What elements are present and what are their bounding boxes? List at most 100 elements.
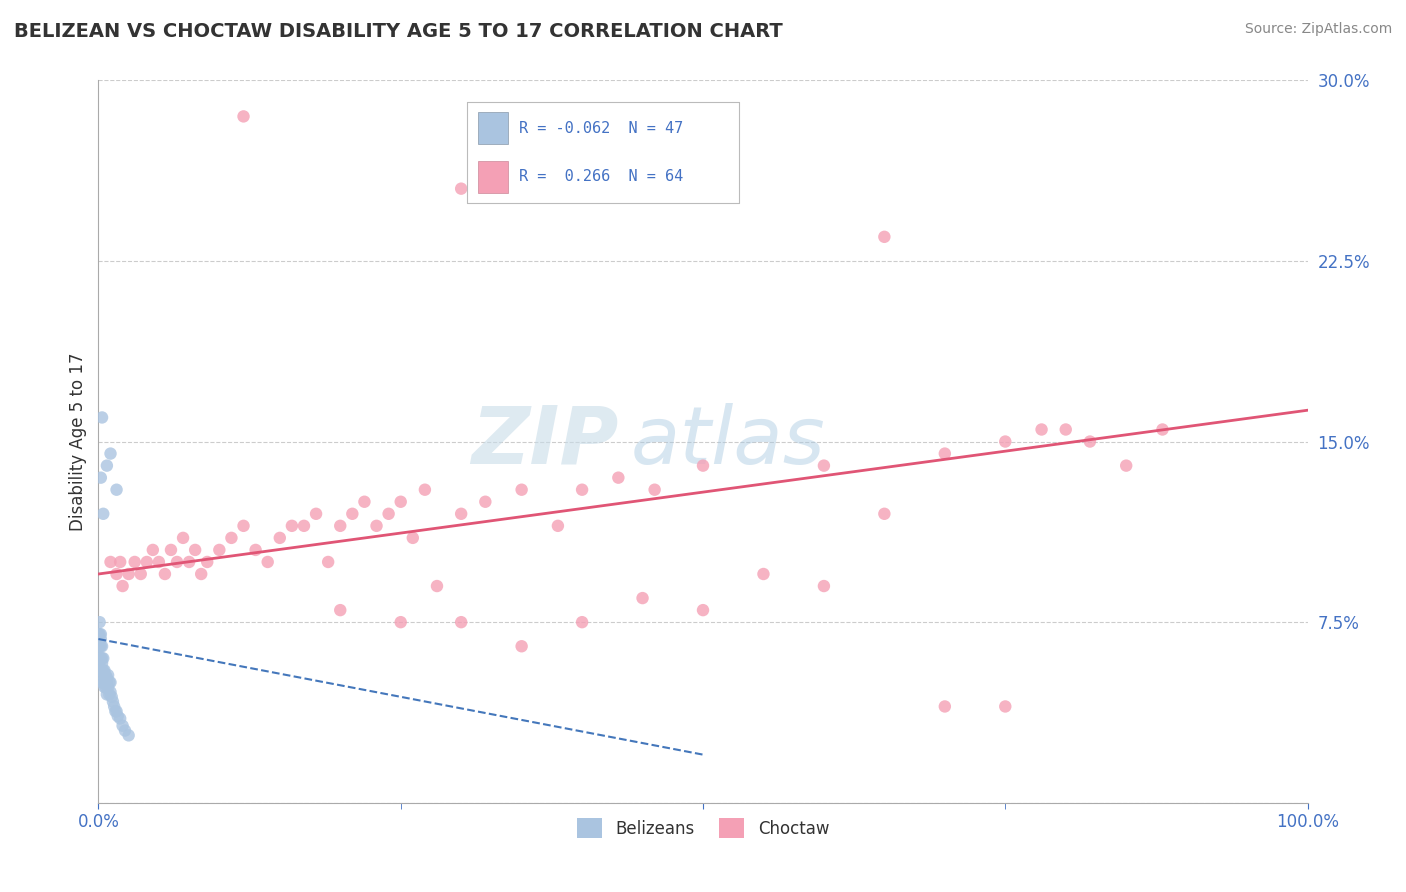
Point (221, 531, 243, 545)
Point (1054, 422, 1077, 436)
Point (91, 675, 114, 690)
Point (105, 483, 128, 497)
Point (108, 712, 131, 726)
Point (91, 651, 114, 665)
Point (607, 470, 630, 484)
Point (510, 639, 533, 653)
Point (91, 656, 114, 670)
Point (91, 651, 114, 665)
Point (547, 518, 569, 533)
Point (90, 651, 112, 665)
Point (91, 675, 114, 690)
Point (208, 542, 231, 557)
Point (91, 639, 114, 653)
Point (190, 567, 212, 582)
Point (366, 518, 388, 533)
Point (98, 687, 121, 701)
Point (232, 109, 254, 123)
Point (94, 680, 117, 694)
Point (87, 651, 110, 665)
Point (91, 664, 114, 678)
Point (1031, 422, 1053, 436)
Point (87, 639, 110, 653)
Point (90, 632, 112, 646)
Point (232, 518, 254, 533)
Point (108, 555, 131, 569)
Point (245, 542, 267, 557)
Point (100, 555, 122, 569)
Point (342, 507, 364, 521)
Point (402, 531, 425, 545)
Point (813, 579, 835, 593)
Point (90, 470, 112, 484)
Point (91, 410, 114, 425)
Point (96, 675, 118, 690)
Point (118, 728, 141, 742)
Point (305, 507, 328, 521)
Point (93, 664, 115, 678)
Point (692, 603, 714, 617)
Point (389, 494, 412, 508)
Point (97, 668, 120, 682)
Point (934, 699, 956, 714)
Point (413, 483, 436, 497)
Point (93, 680, 115, 694)
Point (281, 518, 304, 533)
Point (91, 668, 114, 682)
Point (752, 567, 775, 582)
Point (172, 531, 194, 545)
Point (94, 668, 117, 682)
Point (184, 542, 207, 557)
Point (873, 507, 896, 521)
Point (148, 555, 170, 569)
Point (104, 704, 127, 718)
Point (93, 671, 115, 685)
Point (98, 675, 121, 690)
Point (101, 695, 124, 709)
Point (142, 542, 165, 557)
Point (474, 494, 496, 508)
Point (426, 579, 449, 593)
Point (160, 542, 183, 557)
Point (1152, 422, 1174, 436)
Point (100, 446, 122, 460)
Point (450, 181, 472, 195)
Legend: Belizeans, Choctaw: Belizeans, Choctaw (569, 812, 837, 845)
Point (100, 685, 122, 699)
Point (96, 687, 118, 701)
Point (292, 518, 315, 533)
Point (96, 458, 118, 473)
Text: atlas: atlas (630, 402, 825, 481)
Point (813, 458, 835, 473)
Point (692, 458, 714, 473)
Y-axis label: Disability Age 5 to 17: Disability Age 5 to 17 (69, 352, 87, 531)
Point (389, 615, 412, 630)
Point (90, 639, 112, 653)
Point (100, 675, 122, 690)
Point (91, 664, 114, 678)
Text: BELIZEAN VS CHOCTAW DISABILITY AGE 5 TO 17 CORRELATION CHART: BELIZEAN VS CHOCTAW DISABILITY AGE 5 TO … (14, 22, 783, 41)
Point (269, 531, 291, 545)
Point (97, 680, 120, 694)
Point (96, 671, 118, 685)
Point (89, 615, 111, 630)
Point (89, 627, 111, 641)
Point (111, 579, 134, 593)
Point (377, 507, 399, 521)
Point (329, 603, 352, 617)
Point (631, 591, 654, 605)
Point (329, 518, 352, 533)
Point (450, 507, 472, 521)
Point (90, 664, 112, 678)
Point (89, 639, 111, 653)
Point (89, 664, 111, 678)
Text: ZIP: ZIP (471, 402, 619, 481)
Point (105, 567, 128, 582)
Point (195, 555, 218, 569)
Point (103, 699, 125, 714)
Point (450, 615, 472, 630)
Point (571, 483, 593, 497)
Point (124, 555, 146, 569)
Point (316, 555, 339, 569)
Point (153, 567, 176, 582)
